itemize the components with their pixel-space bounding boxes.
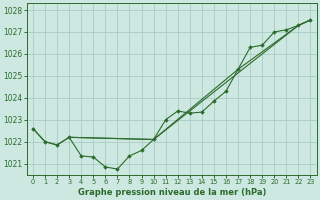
X-axis label: Graphe pression niveau de la mer (hPa): Graphe pression niveau de la mer (hPa) — [77, 188, 266, 197]
